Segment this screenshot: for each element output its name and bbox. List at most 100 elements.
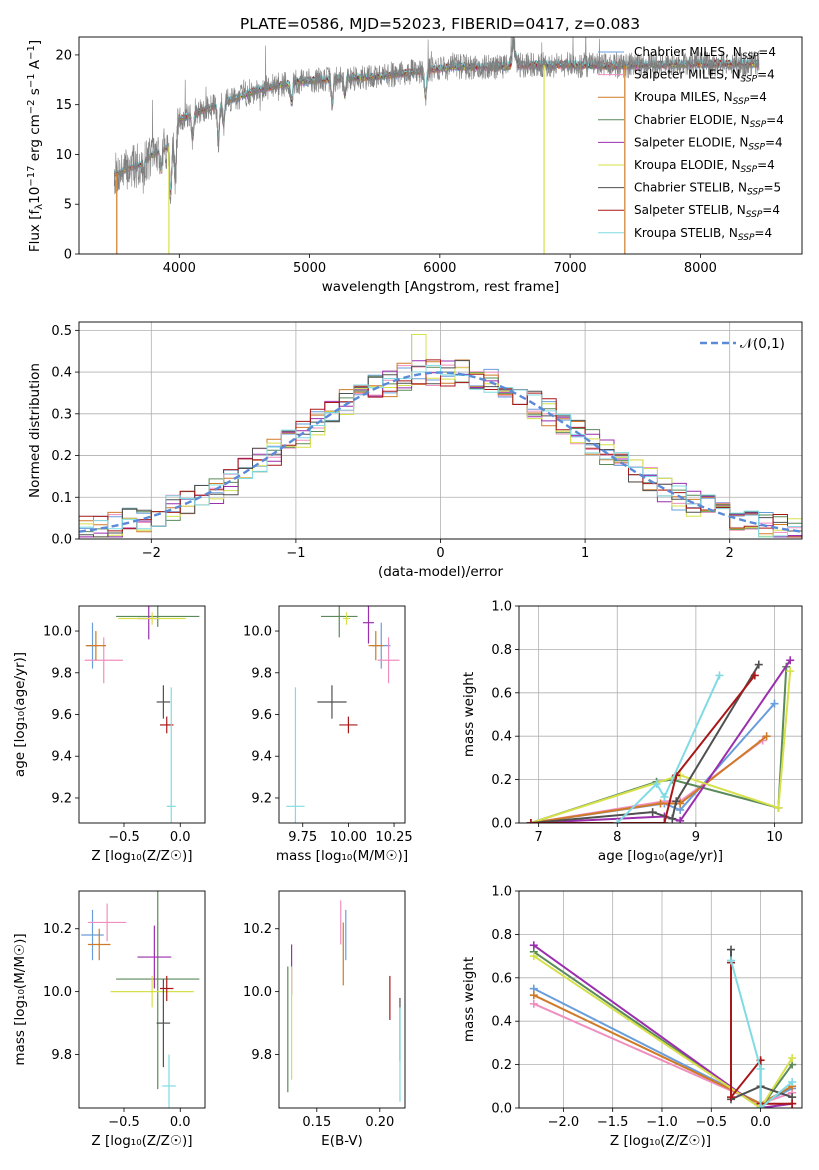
- errorbar-salpeter-miles: [84, 637, 123, 684]
- legend: 𝒩(0,1): [700, 336, 785, 352]
- x-tick-label: 8: [613, 830, 621, 845]
- errorbar-salpeter-stelib: [339, 716, 358, 734]
- errorbar-kroupa-elodie: [118, 612, 186, 625]
- x-tick-label: −2: [142, 546, 161, 561]
- legend-entry: Chabrier STELIB, NSSP=5: [634, 181, 781, 198]
- x-tick-label: −2.0: [548, 1115, 580, 1130]
- y-tick-label: 10.0: [243, 985, 272, 1000]
- x-tick-label: 10.00: [330, 830, 367, 845]
- y-tick-label: 10.0: [43, 625, 72, 640]
- errorbar-chabrier-elodie: [116, 891, 200, 1090]
- panel-mass-vs-E-B-V-: 0.15 0.20 9.8 10.0 10.2 E(B-V): [243, 890, 406, 1149]
- x-tick-label: −0.5: [108, 1115, 140, 1130]
- histogram-kroupa-stelib: [79, 364, 802, 538]
- legend-nssp: =4: [757, 158, 775, 172]
- legend-nssp: =4: [758, 45, 776, 59]
- errorbar-kroupa-stelib: [166, 687, 176, 823]
- y-tick-label: 15: [55, 98, 72, 113]
- errorbar-salpeter-elodie: [137, 925, 172, 989]
- y-tick-label: 20: [55, 48, 72, 63]
- errorbar-salpeter-miles: [88, 903, 127, 942]
- legend-series-name: Chabrier ELODIE, N: [634, 113, 750, 127]
- figure-title: PLATE=0586, MJD=52023, FIBERID=0417, z=0…: [240, 15, 640, 33]
- plot-area: [286, 606, 400, 823]
- observed-spectrum: [113, 37, 760, 205]
- x-tick-label: 9.75: [288, 830, 317, 845]
- x-tick-label: 0.0: [170, 830, 191, 845]
- axes-frame: [278, 890, 406, 1109]
- y-axis-label-part: −1: [26, 73, 37, 88]
- axes-frame: [78, 605, 206, 824]
- legend-subscript: SSP: [733, 97, 750, 107]
- panel-mass-weight-vs-Z: −2.0 −1.5 −1.0 −0.5 0.0 0.0 0.2 0.4 0.6 0.8 1.0 Z […: [461, 885, 803, 1149]
- legend-subscript: SSP: [738, 233, 755, 243]
- legend-nssp: =4: [754, 226, 772, 240]
- y-axis-label-part: ]: [27, 40, 43, 45]
- plot-area: [79, 334, 802, 538]
- y-tick-label: 10.0: [43, 985, 72, 1000]
- legend-series-name: Kroupa STELIB, N: [634, 226, 738, 240]
- axes-frame: [518, 605, 803, 824]
- errorbar-kroupa-stelib: [162, 1054, 176, 1108]
- x-tick-label: 0.20: [365, 1115, 394, 1130]
- plot-area: [84, 606, 200, 823]
- y-axis-label-part: 10: [27, 187, 43, 204]
- x-tick-label: 7: [535, 830, 543, 845]
- legend-subscript: SSP: [746, 210, 763, 220]
- y-tick-label: 0.8: [491, 928, 512, 943]
- weight-line: [616, 674, 721, 823]
- x-axis-label: E(B-V): [321, 1133, 363, 1149]
- y-tick-label: 10.0: [243, 625, 272, 640]
- histogram-salpeter-stelib: [79, 359, 802, 538]
- axes-frame: [78, 890, 206, 1109]
- panel-age-vs-Z: −0.5 0.0 9.2 9.4 9.6 9.8 10.0 Z [log₁₀(Z/Z☉)] ag…: [12, 605, 206, 864]
- panel-spectrum: 4000 5000 6000 7000 8000 0 5 10 15 20 wavelength […: [26, 36, 803, 295]
- x-axis-label: age [log₁₀(age/yr)]: [598, 848, 723, 864]
- y-tick-label: 9.4: [51, 750, 72, 765]
- x-tick-label: 0.0: [170, 1115, 191, 1130]
- y-axis-label: mass weight: [461, 957, 477, 1042]
- legend-nssp: =5: [764, 181, 782, 195]
- errorbar-kroupa-elodie: [110, 975, 194, 1008]
- legend-subscript: SSP: [750, 120, 767, 130]
- panel-age-vs-mass: 9.75 10.00 10.25 9.2 9.4 9.6 9.8 10.0 mass [log₁…: [243, 605, 413, 864]
- errorbar-chabrier-elodie: [116, 606, 200, 627]
- x-tick-label: −0.5: [108, 830, 140, 845]
- legend-series-name: Salpeter MILES, N: [634, 68, 741, 82]
- legend-series-name: Salpeter ELODIE, N: [634, 135, 748, 149]
- x-tick-label: 9: [692, 830, 700, 845]
- axes-frame: [78, 36, 803, 255]
- y-tick-label: 9.8: [251, 666, 272, 681]
- y-axis-label: Flux [fλ10−17 erg cm−2 s−1 A−1]: [26, 40, 45, 252]
- x-tick-label: 0.15: [302, 1115, 331, 1130]
- y-tick-label: 0: [64, 248, 72, 263]
- plot-area: [526, 656, 795, 823]
- x-axis-label: Z [log₁₀(Z/Z☉)]: [610, 1133, 711, 1149]
- y-tick-label: 0.4: [51, 366, 72, 381]
- x-tick-label: 5000: [293, 261, 326, 276]
- y-tick-label: 5: [64, 198, 72, 213]
- y-tick-label: 10.2: [243, 922, 272, 937]
- y-tick-label: 0.6: [491, 686, 512, 701]
- plot-area: [113, 37, 760, 254]
- weight-series-chabrier-stelib: [526, 660, 763, 823]
- y-tick-label: 0.2: [491, 773, 512, 788]
- y-axis-label-part: −2: [26, 99, 37, 114]
- x-tick-label: 10.25: [375, 830, 412, 845]
- y-tick-label: 9.2: [251, 791, 272, 806]
- y-tick-label: 0.0: [491, 817, 512, 832]
- y-axis-label-part: A: [27, 59, 43, 73]
- x-tick-label: 8000: [684, 261, 717, 276]
- errorbar-kroupa-miles: [88, 928, 111, 961]
- legend-subscript: SSP: [748, 142, 765, 152]
- x-tick-label: −1.0: [646, 1115, 678, 1130]
- weight-series-kroupa-stelib: [613, 671, 724, 823]
- y-tick-label: 9.4: [251, 750, 272, 765]
- y-tick-label: 9.8: [51, 666, 72, 681]
- panel-mass-vs-Z: −0.5 0.0 9.8 10.0 10.2 Z [log₁₀(Z/Z☉)] mass [l…: [12, 890, 206, 1149]
- weight-line: [530, 671, 792, 823]
- y-axis-label: mass [log₁₀(M/M☉)]: [12, 933, 28, 1065]
- x-tick-label: −1.5: [597, 1115, 629, 1130]
- errorbar-kroupa-miles: [85, 631, 106, 661]
- x-tick-label: 2: [726, 546, 734, 561]
